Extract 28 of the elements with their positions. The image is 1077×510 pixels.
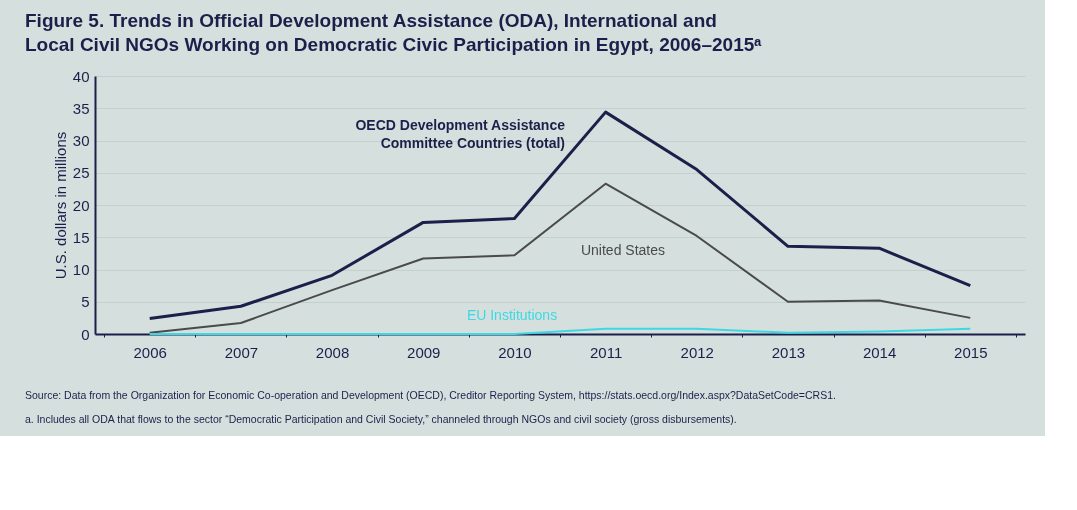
y-tick-label: 40: [72, 67, 90, 85]
y-tick-label: 20: [72, 196, 90, 214]
x-tick-label: 2014: [862, 343, 897, 361]
x-tick-label: 2007: [224, 343, 259, 361]
x-tick-label: 2015: [954, 343, 988, 361]
x-tick-label: 2013: [771, 343, 806, 361]
y-tick-label: 0: [81, 325, 90, 343]
x-tick-label: 2008: [315, 343, 350, 361]
y-tick-label: 30: [72, 132, 90, 149]
x-tick-label: 2010: [498, 343, 532, 361]
y-tick-label: 10: [72, 261, 90, 278]
x-tick-label: 2006: [133, 343, 167, 361]
line-series: [148, 110, 972, 321]
y-tick-label: 15: [72, 228, 90, 246]
series-label: EU Institutions: [466, 307, 558, 323]
line-series: [148, 182, 972, 334]
x-tick-label: 2009: [407, 343, 441, 361]
y-tick-label: 25: [72, 164, 90, 182]
source-note: Source: Data from the Organization for Economic Co-operation and Development (OECD), Creditor Reporting System, https://stats.oecd.org/Index.aspx?DataSetCode=CRS1.: [25, 389, 836, 401]
text: a. Includes all ODA that flows to the sector “Democratic Participation and Civil Society,” channeled through NGOs and civil society (gross disbursements).: [25, 413, 737, 425]
y-tick-label: 5: [81, 293, 90, 311]
x-tick-label: 2011: [589, 343, 623, 361]
y-axis-title: U.S. dollars in millions: [51, 131, 69, 280]
chart-title: Figure 5. Trends in Official Development Assistance (ODA), International and Local Civil NGOs Working on Democratic Civic Participation in Egypt, 2006–2015ᵃ: [25, 10, 763, 55]
series-label: United States: [580, 242, 666, 258]
series-label: OECD Development Assistance Committee Countries (total): [355, 117, 566, 151]
y-tick-label: 35: [72, 99, 90, 117]
x-tick-label: 2012: [680, 343, 714, 361]
